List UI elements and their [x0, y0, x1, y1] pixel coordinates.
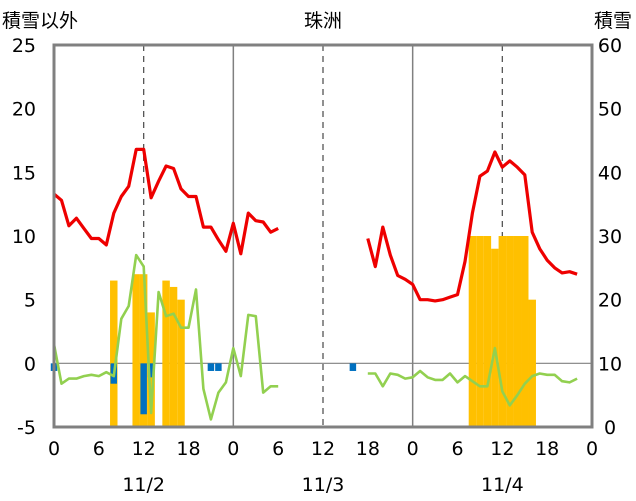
right-y-tick-label: 0 [604, 417, 616, 439]
left-y-tick-label: 25 [12, 35, 36, 57]
red-series-line [52, 147, 578, 303]
blue-series-bar [207, 363, 215, 371]
green-series-line [52, 253, 578, 421]
snow-depth-bar [506, 236, 514, 427]
date-label: 11/4 [481, 474, 524, 496]
right-y-tick-label: 40 [598, 162, 622, 184]
snow-depth-bar [521, 236, 529, 427]
date-label: 11/3 [302, 474, 345, 496]
line-series [52, 147, 578, 421]
x-tick-label: 0 [48, 438, 60, 460]
snow-depth-bar [139, 274, 148, 427]
blue-series-bar [140, 363, 147, 415]
snow-depth-bar [132, 274, 140, 427]
x-tick-label: 18 [176, 438, 200, 460]
snow-depth-bar [513, 236, 522, 427]
right-y-tick-label: 50 [598, 99, 622, 121]
left-y-tick-label: 15 [12, 162, 36, 184]
right-axis-title: 積雪 [594, 10, 632, 32]
snow-depth-bar [491, 248, 499, 427]
left-axis-title: 積雪以外 [2, 10, 78, 32]
x-tick-label: 12 [490, 438, 514, 460]
snow-depth-bar [476, 236, 484, 427]
snow-depth-bar [169, 286, 178, 427]
right-y-tick-label: 10 [598, 353, 622, 375]
x-tick-label: 18 [356, 438, 380, 460]
left-y-tick-label: 10 [12, 226, 36, 248]
chart-title: 珠洲 [304, 10, 342, 32]
snow-depth-bar [483, 236, 492, 427]
x-tick-label: 18 [535, 438, 559, 460]
snow-depth-bar [528, 299, 536, 427]
snow-depth-bar [162, 280, 170, 427]
blue-series-bar [147, 363, 155, 378]
left-y-tick-label: 20 [12, 99, 36, 121]
x-tick-label: 6 [272, 438, 284, 460]
snow-depth-bar [498, 236, 507, 427]
x-tick-label: 12 [132, 438, 156, 460]
left-y-tick-label: -5 [17, 417, 36, 439]
x-tick-label: 12 [311, 438, 335, 460]
left-y-tick-label: 5 [24, 290, 36, 312]
bar-series [50, 236, 536, 427]
right-y-tick-label: 30 [598, 226, 622, 248]
x-tick-label: 6 [93, 438, 105, 460]
blue-series-bar [349, 363, 357, 371]
right-y-tick-label: 60 [598, 35, 622, 57]
date-label: 11/2 [122, 474, 165, 496]
snow-depth-bar [110, 280, 118, 427]
x-tick-label: 6 [451, 438, 463, 460]
x-tick-label: 0 [227, 438, 239, 460]
left-y-tick-label: 0 [24, 353, 36, 375]
x-tick-label: 0 [407, 438, 419, 460]
x-tick-label: 0 [586, 438, 598, 460]
snow-depth-bar [177, 299, 185, 427]
right-y-tick-label: 20 [598, 290, 622, 312]
snow-depth-bar [468, 236, 477, 427]
blue-series-bar [215, 363, 222, 371]
plot-frame [52, 43, 594, 429]
